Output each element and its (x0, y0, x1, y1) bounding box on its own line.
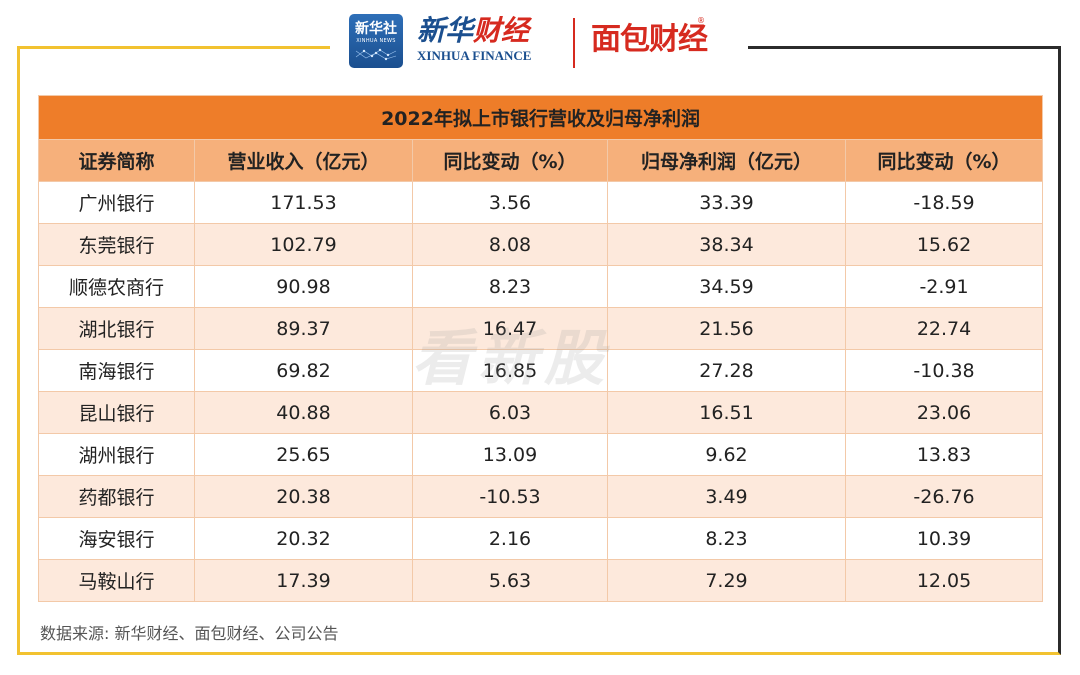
table-cell: 马鞍山行 (38, 559, 195, 602)
xinhua-finance-cn-part2: 财经 (473, 14, 530, 47)
table-cell: 23.06 (844, 391, 1044, 434)
xinhua-finance-cn: 新华财经 (417, 14, 557, 48)
xinhua-badge-en: XINHUA NEWS (356, 38, 396, 44)
xinhua-badge-cn: 新华社 (355, 21, 397, 37)
xinhua-finance-cn-part1: 新华 (417, 14, 474, 47)
table-cell: -26.76 (844, 475, 1044, 518)
column-header: 同比变动（%） (844, 139, 1044, 182)
table-cell: 69.82 (194, 349, 413, 392)
frame-top-right-line (748, 46, 1061, 49)
table-header-row: 证券简称 营业收入（亿元） 同比变动（%） 归母净利润（亿元） 同比变动（%） (38, 139, 1044, 182)
table-row: 湖北银行 89.37 16.47 21.56 22.74 (38, 307, 1044, 350)
table-cell: 广州银行 (38, 181, 195, 224)
network-dots-icon (355, 48, 397, 61)
table-cell: 9.62 (607, 433, 846, 476)
xinhua-news-logo: 新华社 XINHUA NEWS (349, 14, 403, 68)
table-cell: -18.59 (844, 181, 1044, 224)
table-row: 顺德农商行 90.98 8.23 34.59 -2.91 (38, 265, 1044, 308)
table-cell: 16.47 (412, 307, 608, 350)
table-cell: 湖州银行 (38, 433, 195, 476)
table-cell: 22.74 (844, 307, 1044, 350)
table-cell: 15.62 (844, 223, 1044, 266)
table-cell: 25.65 (194, 433, 413, 476)
table-title: 2022年拟上市银行营收及归母净利润 (37, 95, 1044, 140)
table-row: 药都银行 20.38 -10.53 3.49 -26.76 (38, 475, 1044, 518)
table-cell: 湖北银行 (38, 307, 195, 350)
table-row: 海安银行 20.32 2.16 8.23 10.39 (38, 517, 1044, 560)
table-row: 南海银行 69.82 16.85 27.28 -10.38 (38, 349, 1044, 392)
table-cell: 102.79 (194, 223, 413, 266)
table-cell: 8.23 (607, 517, 846, 560)
table-cell: 3.56 (412, 181, 608, 224)
table-title-row: 2022年拟上市银行营收及归母净利润 (37, 95, 1044, 140)
table-row: 马鞍山行 17.39 5.63 7.29 12.05 (38, 559, 1044, 602)
table-cell: 21.56 (607, 307, 846, 350)
table-cell: 东莞银行 (38, 223, 195, 266)
column-header: 证券简称 (38, 139, 195, 182)
table-cell: 12.05 (844, 559, 1044, 602)
table-cell: -10.38 (844, 349, 1044, 392)
registered-mark: ® (697, 16, 705, 25)
column-header: 营业收入（亿元） (194, 139, 413, 182)
table-cell: 38.34 (607, 223, 846, 266)
logo-divider (573, 18, 575, 68)
table-cell: 药都银行 (38, 475, 195, 518)
table-row: 东莞银行 102.79 8.08 38.34 15.62 (38, 223, 1044, 266)
table-cell: 13.83 (844, 433, 1044, 476)
frame-top-left-line (17, 46, 330, 49)
table-cell: 南海银行 (38, 349, 195, 392)
table-cell: 8.08 (412, 223, 608, 266)
xinhua-finance-logo: 新华财经 XINHUA FINANCE (417, 14, 557, 64)
content-frame (17, 46, 1061, 655)
column-header: 归母净利润（亿元） (607, 139, 846, 182)
table-cell: 16.51 (607, 391, 846, 434)
table-cell: 顺德农商行 (38, 265, 195, 308)
table-cell: 13.09 (412, 433, 608, 476)
table-row: 广州银行 171.53 3.56 33.39 -18.59 (38, 181, 1044, 224)
column-header: 同比变动（%） (412, 139, 608, 182)
table-cell: 89.37 (194, 307, 413, 350)
table-row: 昆山银行 40.88 6.03 16.51 23.06 (38, 391, 1044, 434)
xinhua-finance-en: XINHUA FINANCE (417, 48, 532, 63)
table-row: 湖州银行 25.65 13.09 9.62 13.83 (38, 433, 1044, 476)
table-cell: -10.53 (412, 475, 608, 518)
table-cell: 昆山银行 (38, 391, 195, 434)
table-cell: 20.32 (194, 517, 413, 560)
table-cell: 7.29 (607, 559, 846, 602)
table-cell: 6.03 (412, 391, 608, 434)
table-cell: 17.39 (194, 559, 413, 602)
table-cell: -2.91 (844, 265, 1044, 308)
table-cell: 27.28 (607, 349, 846, 392)
brand-header: 新华社 XINHUA NEWS 新华财经 XINHUA FINANCE 面包财经… (345, 12, 737, 72)
mianbao-finance-logo: 面包财经 (591, 22, 708, 57)
table-cell: 90.98 (194, 265, 413, 308)
table-cell: 34.59 (607, 265, 846, 308)
table-cell: 2.16 (412, 517, 608, 560)
table-cell: 40.88 (194, 391, 413, 434)
table-cell: 171.53 (194, 181, 413, 224)
table-cell: 20.38 (194, 475, 413, 518)
table-cell: 5.63 (412, 559, 608, 602)
data-source-note: 数据来源: 新华财经、面包财经、公司公告 (40, 624, 339, 643)
table-cell: 33.39 (607, 181, 846, 224)
table-cell: 3.49 (607, 475, 846, 518)
table-cell: 8.23 (412, 265, 608, 308)
table-cell: 海安银行 (38, 517, 195, 560)
bank-financials-table: 2022年拟上市银行营收及归母净利润 证券简称 营业收入（亿元） 同比变动（%）… (37, 95, 1044, 602)
table-cell: 10.39 (844, 517, 1044, 560)
table-cell: 16.85 (412, 349, 608, 392)
